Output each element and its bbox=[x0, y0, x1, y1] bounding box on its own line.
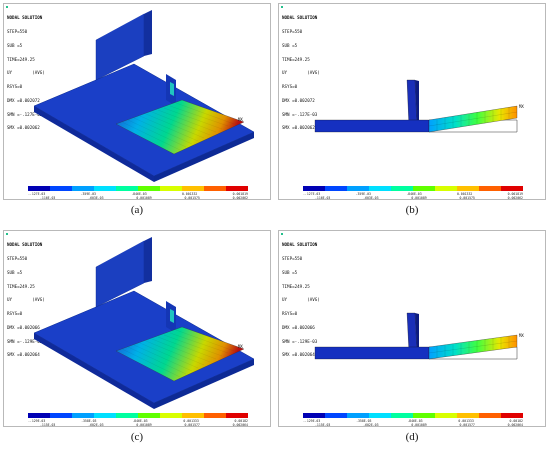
header-line: TIME=249.25 bbox=[7, 56, 35, 62]
header-line: SUB =5 bbox=[282, 42, 298, 48]
ansys-marker bbox=[6, 6, 8, 8]
legend-labels-top: -.129E-03.358E-03.846E-03 0.001333 0.00182 bbox=[303, 419, 523, 423]
header-line: STEP=550 bbox=[282, 28, 303, 34]
header-line: TIME=249.25 bbox=[282, 56, 310, 62]
header-title: NODAL SOLUTION bbox=[7, 242, 43, 248]
panel-b-header: NODAL SOLUTION STEP=550 SUB =5 TIME=249.… bbox=[282, 7, 320, 140]
header-line: TIME=249.25 bbox=[282, 283, 310, 289]
side-model-view: MX bbox=[314, 312, 524, 360]
legend-labels-bottom: .115E-03.602E-03 0.001089 0.001577 0.002064 bbox=[40, 423, 248, 427]
panel-d-header: NODAL SOLUTION STEP=550 SUB =5 TIME=249.… bbox=[282, 234, 320, 367]
mx-marker: MX bbox=[238, 344, 243, 349]
legend-labels-bottom: .115E-03.602E-03 0.001089 0.001577 0.002064 bbox=[315, 423, 523, 427]
color-legend-bar bbox=[303, 186, 523, 191]
panel-a: NODAL SOLUTION STEP=550 SUB =5 TIME=249.… bbox=[3, 3, 271, 200]
header-line: UY (AVG) bbox=[7, 297, 45, 303]
header-line: STEP=550 bbox=[7, 255, 28, 261]
mx-marker: MX bbox=[519, 104, 524, 109]
header-line: SMN =-.129E-03 bbox=[282, 338, 318, 344]
header-line: SMX =0.002064 bbox=[7, 352, 40, 358]
header-line: DMX =0.002066 bbox=[7, 324, 40, 330]
header-title: NODAL SOLUTION bbox=[282, 242, 318, 248]
mx-marker: MX bbox=[519, 333, 524, 338]
color-legend-bar bbox=[303, 413, 523, 418]
panel-b: NODAL SOLUTION STEP=550 SUB =5 TIME=249.… bbox=[278, 3, 546, 200]
header-title: NODAL SOLUTION bbox=[7, 15, 43, 21]
header-line: RSYS=0 bbox=[282, 311, 298, 317]
header-line: SUB =5 bbox=[282, 269, 298, 275]
header-line: SMN =-.127E-03 bbox=[282, 111, 318, 117]
panel-a-header: NODAL SOLUTION STEP=550 SUB =5 TIME=249.… bbox=[7, 7, 45, 140]
panel-label-b: (b) bbox=[405, 204, 419, 216]
legend-labels-bottom: .116E-03.603E-03 0.001089 0.001575 0.002062 bbox=[40, 196, 248, 200]
header-line: STEP=550 bbox=[282, 255, 303, 261]
header-line: SUB =5 bbox=[7, 42, 23, 48]
header-line: DMX =0.002066 bbox=[282, 324, 315, 330]
header-line: RSYS=0 bbox=[7, 84, 23, 90]
header-line: DMX =0.002072 bbox=[282, 97, 315, 103]
legend-labels-top: -.127E-03.359E-03.846E-03 0.001332 0.00181… bbox=[303, 192, 523, 196]
iso-model-view: MX bbox=[33, 10, 255, 182]
color-legend-bar bbox=[28, 413, 248, 418]
header-line: SMX =0.002062 bbox=[7, 125, 40, 131]
color-legend-bar bbox=[28, 186, 248, 191]
header-line: UY (AVG) bbox=[7, 70, 45, 76]
header-line: TIME=249.25 bbox=[7, 283, 35, 289]
header-line: RSYS=0 bbox=[282, 84, 298, 90]
header-line: RSYS=0 bbox=[7, 311, 23, 317]
header-line: STEP=550 bbox=[7, 28, 28, 34]
header-line: SMX =0.002062 bbox=[282, 125, 315, 131]
header-line: UY (AVG) bbox=[282, 70, 320, 76]
header-line: UY (AVG) bbox=[282, 297, 320, 303]
panel-label-c: (c) bbox=[130, 431, 144, 443]
panel-c-header: NODAL SOLUTION STEP=550 SUB =5 TIME=249.… bbox=[7, 234, 45, 367]
legend-labels-top: -.129E-03.358E-03.846E-03 0.001333 0.00182 bbox=[28, 419, 248, 423]
header-line: SMN =-.129E-03 bbox=[7, 338, 43, 344]
panel-d: NODAL SOLUTION STEP=550 SUB =5 TIME=249.… bbox=[278, 230, 546, 427]
ansys-marker bbox=[6, 233, 8, 235]
ansys-marker bbox=[281, 233, 283, 235]
panel-c: NODAL SOLUTION STEP=550 SUB =5 TIME=249.… bbox=[3, 230, 271, 427]
ansys-marker bbox=[281, 6, 283, 8]
iso-model-view: MX bbox=[33, 237, 255, 409]
header-title: NODAL SOLUTION bbox=[282, 15, 318, 21]
panel-label-d: (d) bbox=[405, 431, 419, 443]
side-model-view: MX bbox=[314, 79, 524, 133]
mx-marker: MX bbox=[238, 117, 243, 122]
legend-labels-bottom: .116E-03.603E-03 0.001089 0.001575 0.002062 bbox=[315, 196, 523, 200]
legend-labels-top: -.127E-03.359E-03.846E-03 0.001332 0.00181… bbox=[28, 192, 248, 196]
header-line: DMX =0.002072 bbox=[7, 97, 40, 103]
panel-label-a: (a) bbox=[130, 204, 144, 216]
header-line: SMN =-.127E-03 bbox=[7, 111, 43, 117]
header-line: SUB =5 bbox=[7, 269, 23, 275]
header-line: SMX =0.002064 bbox=[282, 352, 315, 358]
